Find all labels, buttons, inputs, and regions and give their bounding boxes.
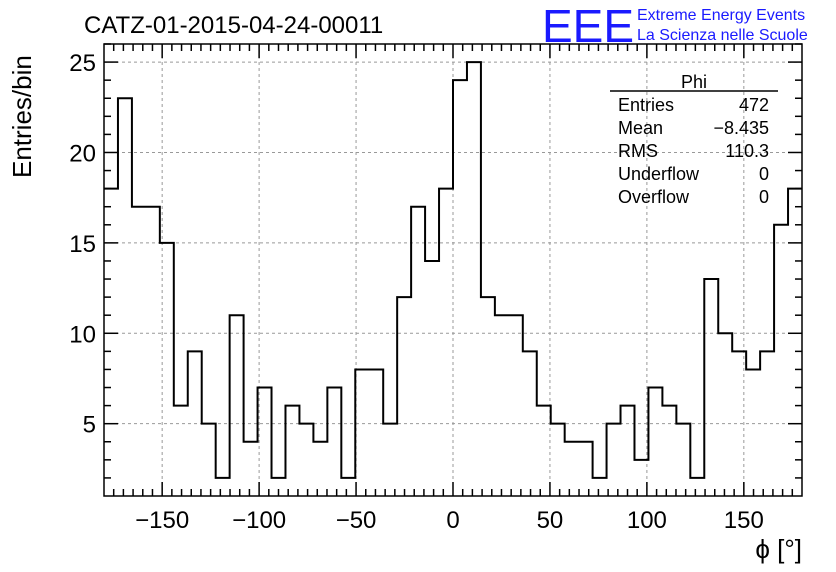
stats-box: Phi Entries 472 Mean −8.435 RMS 110.3 Underflo… — [610, 72, 778, 207]
x-tick-label: −50 — [336, 507, 377, 534]
x-axis-label: ϕ [°] — [755, 534, 802, 564]
histogram-line — [104, 61, 802, 479]
logo-eee: EEE — [542, 0, 634, 52]
stats-title: Phi — [681, 72, 707, 92]
stats-row-value: −8.435 — [713, 118, 769, 138]
stats-row-value: 110.3 — [725, 141, 769, 161]
x-tick-label: 100 — [627, 507, 667, 534]
stats-row-label: RMS — [618, 141, 658, 161]
y-tick-label: 15 — [69, 231, 96, 258]
stats-row-value: 472 — [739, 95, 769, 115]
run-title: CATZ-01-2015-04-24-00011 — [84, 12, 383, 39]
y-tick-label: 25 — [69, 50, 96, 77]
x-tick-labels: −150 −100 −50 0 50 100 150 — [135, 507, 764, 534]
logo-line1: Extreme Energy Events — [637, 7, 805, 24]
stats-row-label: Entries — [618, 95, 674, 115]
axis-ticks — [104, 43, 802, 496]
stats-row-label: Mean — [618, 118, 663, 138]
stats-row-value: 0 — [759, 164, 769, 184]
stats-row-label: Underflow — [618, 164, 700, 184]
stats-row-label: Overflow — [618, 187, 690, 207]
x-tick-label: 50 — [537, 507, 564, 534]
x-tick-label: 150 — [724, 507, 764, 534]
x-tick-label: −150 — [135, 507, 189, 534]
stats-row-value: 0 — [759, 187, 769, 207]
x-tick-label: −100 — [232, 507, 286, 534]
y-tick-label: 20 — [69, 140, 96, 167]
y-axis-label: Entries/bin — [7, 55, 37, 178]
logo-line2: La Scienza nelle Scuole — [637, 27, 808, 44]
y-tick-label: 10 — [69, 321, 96, 348]
y-tick-labels: 5 10 15 20 25 — [69, 50, 96, 439]
y-tick-label: 5 — [83, 412, 96, 439]
x-tick-label: 0 — [446, 507, 459, 534]
